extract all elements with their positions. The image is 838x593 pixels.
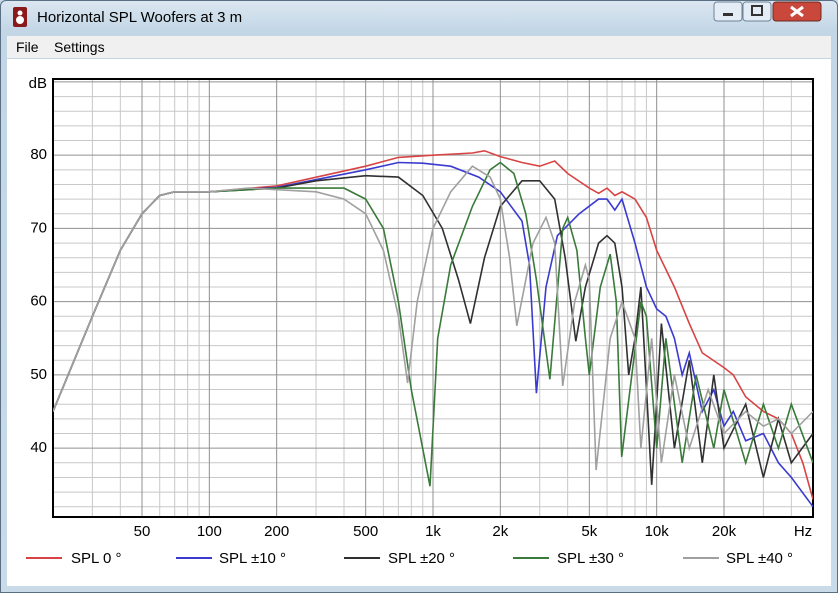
- x-tick-label: 20k: [712, 523, 737, 540]
- plot-frame: [52, 78, 814, 518]
- legend-label: SPL ±10 °: [219, 550, 286, 567]
- y-axis-label: dB: [29, 75, 47, 92]
- maximize-button[interactable]: [742, 1, 772, 22]
- x-tick-label: 50: [134, 523, 151, 540]
- legend-label: SPL ±40 °: [726, 550, 793, 567]
- menu-settings[interactable]: Settings: [54, 39, 105, 55]
- legend-label: SPL ±20 °: [388, 550, 455, 567]
- x-tick-label: 10k: [645, 523, 670, 540]
- x-tick-label: 500: [353, 523, 378, 540]
- window-title: Horizontal SPL Woofers at 3 m: [37, 9, 243, 26]
- chart: dB Hz 50 100 200 500 1k 2k 5k 10k 20k 40 50 60 70 80 S…: [26, 75, 814, 567]
- legend-label: SPL 0 °: [71, 550, 121, 567]
- x-tick-label: 2k: [492, 523, 508, 540]
- title-bar: Horizontal SPL Woofers at 3 m: [1, 1, 837, 33]
- window-controls: [713, 1, 822, 22]
- y-tick-label: 60: [30, 293, 47, 310]
- x-tick-label: 200: [264, 523, 289, 540]
- menu-file[interactable]: File: [16, 39, 39, 55]
- minimize-button[interactable]: [713, 1, 743, 22]
- menu-bar: File Settings: [7, 36, 831, 58]
- x-tick-label: 5k: [581, 523, 597, 540]
- app-icon: [13, 7, 27, 27]
- x-axis-label: Hz: [794, 523, 812, 540]
- spl-line: [53, 161, 813, 487]
- x-tick-label: 100: [197, 523, 222, 540]
- spl-line: [53, 165, 813, 471]
- x-tick-label: 1k: [425, 523, 441, 540]
- plot-lines: [53, 149, 813, 508]
- y-tick-label: 50: [30, 366, 47, 383]
- y-tick-label: 70: [30, 219, 47, 236]
- y-tick-label: 80: [30, 146, 47, 163]
- chart-panel: dB Hz 50 100 200 500 1k 2k 5k 10k 20k 40 50 60 70 80 S…: [7, 59, 831, 586]
- legend-label: SPL ±30 °: [557, 550, 624, 567]
- y-tick-label: 40: [30, 439, 47, 456]
